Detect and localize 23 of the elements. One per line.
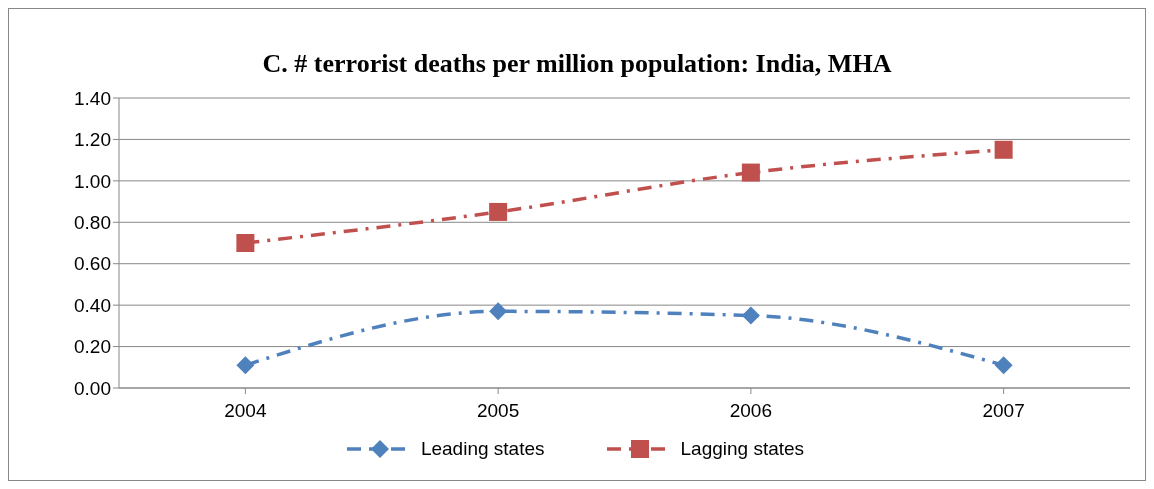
x-tick-label: 2006 (729, 400, 773, 422)
x-tick-label: 2004 (224, 400, 267, 422)
point (741, 163, 760, 182)
y-tick-label: 1.40 (74, 87, 111, 109)
x-tick-label: 2007 (982, 400, 1025, 422)
legend-label: Leading states (420, 438, 545, 460)
point (741, 306, 760, 325)
y-tick-label: 1.00 (74, 170, 111, 192)
x-tick-label: 2005 (476, 400, 520, 422)
y-tick-label: 0.40 (74, 294, 111, 316)
y-tick-label: 0.00 (74, 377, 111, 399)
legend-label: Lagging states (680, 438, 805, 460)
point (489, 202, 508, 221)
chart-title: C. # terrorist deaths per million population: India, MHA (261, 49, 893, 79)
y-tick-label: 0.60 (74, 253, 111, 275)
point (489, 302, 508, 321)
point (236, 234, 255, 252)
point (994, 356, 1013, 375)
point (236, 356, 255, 375)
y-tick-label: 0.20 (74, 336, 111, 358)
y-tick-label: 1.20 (74, 129, 111, 151)
y-tick-label: 0.80 (74, 212, 111, 234)
point (994, 140, 1013, 159)
